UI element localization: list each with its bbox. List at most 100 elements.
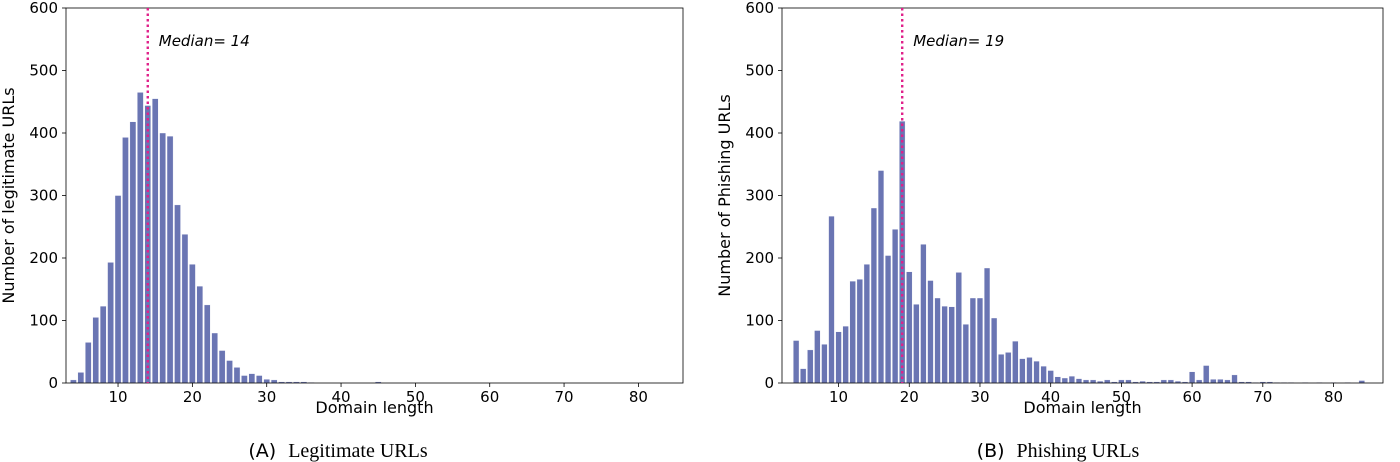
panel-b-bar — [941, 305, 948, 384]
panel-b-bar — [870, 207, 878, 384]
panel-a-y-tick-label: 0 — [48, 374, 58, 392]
panel-a-x-tick-label: 50 — [406, 388, 425, 406]
panel-b-bar — [1167, 379, 1174, 384]
panel-b-x-tick-label: 50 — [1112, 388, 1131, 406]
panel-a-x-axis-label: Domain length — [315, 398, 433, 417]
panel-b-y-tick-label: 100 — [745, 312, 774, 330]
panel-b-x-tick-label: 60 — [1183, 388, 1202, 406]
panel-a-bar — [181, 234, 189, 384]
panel-a-bar — [129, 121, 137, 384]
panel-a-bar — [151, 98, 159, 384]
panel-b-bar — [856, 279, 863, 384]
panel-a-y-tick-label: 400 — [29, 124, 58, 142]
panel-b-bar — [1125, 379, 1132, 384]
panel-b-bar — [1217, 379, 1224, 384]
panel-a-caption-text: Legitimate URLs — [288, 440, 428, 462]
panel-b-y-tick-label: 300 — [745, 187, 774, 205]
panel-b-caption: (B) Phishing URLs — [977, 440, 1140, 462]
panel-b-bars — [793, 120, 1365, 384]
panel-b-bar — [1047, 370, 1054, 384]
panel-a-bar — [263, 379, 270, 384]
panel-b-bar — [1160, 379, 1167, 384]
panel-a-bar — [92, 317, 99, 384]
panel-a-bar — [189, 264, 196, 384]
panel-b-bar — [835, 331, 842, 384]
panel-b-bar — [821, 344, 828, 384]
panel-a-x-tick-label: 20 — [183, 388, 202, 406]
panel-b-bar — [1040, 365, 1047, 384]
panel-a-y-tick-label: 600 — [29, 0, 58, 17]
panel-b-bar — [948, 306, 955, 384]
panel-b-bar — [1196, 379, 1203, 384]
panel-b-bar — [983, 267, 991, 384]
panel-a-bar — [99, 305, 107, 384]
panel-b-y-axis-label: Number of Phishing URLs — [715, 94, 734, 296]
panel-b-y-tick-label: 0 — [764, 374, 774, 392]
panel-b-bar — [863, 264, 870, 384]
panel-b-bar — [1012, 340, 1019, 384]
panel-b-bar — [913, 304, 920, 384]
panel-b-bar — [906, 271, 913, 384]
panel-b-x-tick-label: 40 — [1041, 388, 1060, 406]
panel-b: 10 20 30 40 50 60 70 80 0 100 200 300 400 500 600 Medi… — [715, 0, 1384, 462]
panel-a-caption-letter: (A) — [248, 440, 276, 462]
panel-a-bar — [270, 379, 278, 384]
panel-b-median-label: Median= 19 — [913, 32, 1004, 50]
panel-b-bar — [877, 170, 885, 384]
panel-b-caption-text: Phishing URLs — [1017, 440, 1140, 462]
panel-b-bar — [1210, 379, 1217, 384]
panel-a-caption: (A) Legitimate URLs — [248, 440, 427, 462]
panel-b-bar — [998, 354, 1005, 384]
panel-b-bar — [1188, 371, 1196, 384]
panel-b-bar — [849, 280, 856, 384]
panel-a-bar — [233, 367, 241, 384]
panel-a-x-tick-label: 70 — [555, 388, 574, 406]
panel-b-ticks: 10 20 30 40 50 60 70 80 0 100 200 300 400 500 600 — [745, 0, 1343, 406]
panel-a-ticks: 10 20 30 40 50 60 70 80 0 100 200 300 400 500 600 — [29, 0, 648, 406]
panel-a-bar — [248, 373, 256, 384]
panel-a: 10 20 30 40 50 60 70 80 0 100 200 300 400 500 600 Medi… — [0, 0, 684, 462]
panel-b-bar — [962, 324, 969, 384]
panel-a-bar — [226, 360, 233, 384]
panel-b-y-tick-label: 500 — [745, 62, 774, 80]
panel-a-bar — [203, 304, 211, 384]
panel-b-bar — [927, 280, 934, 384]
panel-b-bar — [1203, 365, 1210, 384]
panel-b-bar — [955, 272, 962, 384]
panel-b-bar — [1033, 360, 1040, 384]
panel-a-bar — [196, 285, 204, 384]
panel-a-y-tick-label: 100 — [29, 312, 58, 330]
panel-a-bar — [211, 332, 218, 384]
panel-a-x-tick-label: 10 — [108, 388, 127, 406]
panel-b-bar — [1019, 358, 1026, 384]
panel-b-bar — [1090, 379, 1097, 384]
panel-b-bar — [842, 325, 849, 384]
panel-b-bar — [814, 330, 821, 384]
panel-b-bar — [991, 317, 998, 384]
panel-a-y-tick-label: 500 — [29, 62, 58, 80]
panel-b-bar — [1231, 374, 1238, 384]
panel-a-bar — [218, 350, 226, 384]
panel-b-bar — [1061, 377, 1068, 384]
panel-b-bar — [793, 340, 800, 384]
panel-a-bar — [241, 375, 248, 384]
panel-b-bar — [807, 349, 814, 384]
panel-a-bar — [114, 195, 122, 384]
panel-a-y-axis-label: Number of legitimate URLs — [0, 87, 18, 303]
panel-a-median-label: Median= 14 — [159, 32, 250, 50]
panel-a-x-tick-label: 60 — [480, 388, 499, 406]
panel-b-x-tick-label: 70 — [1253, 388, 1272, 406]
panel-b-bar — [1005, 352, 1012, 384]
panel-a-bar — [85, 342, 92, 384]
panel-a-y-tick-label: 200 — [29, 249, 58, 267]
panel-b-x-tick-label: 30 — [970, 388, 989, 406]
panel-a-bar — [107, 262, 114, 384]
panel-b-bar — [1082, 379, 1090, 384]
panel-a-x-tick-label: 30 — [257, 388, 276, 406]
panel-a-bar — [159, 132, 166, 384]
panel-b-x-axis-label: Domain length — [1023, 398, 1141, 417]
panel-a-bar — [137, 92, 144, 384]
panel-b-bar — [1224, 379, 1231, 384]
panel-a-bar — [122, 137, 129, 384]
panel-a-bar — [77, 372, 85, 384]
